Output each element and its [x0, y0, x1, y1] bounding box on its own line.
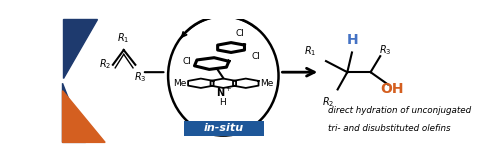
FancyBboxPatch shape [184, 121, 264, 136]
Text: R$_2$: R$_2$ [99, 57, 112, 71]
Text: OH: OH [380, 82, 404, 96]
Text: tri- and disubstituted olefins: tri- and disubstituted olefins [328, 124, 450, 133]
Text: R$_2$: R$_2$ [322, 96, 335, 109]
Ellipse shape [168, 16, 278, 136]
Text: direct hydration of unconjugated: direct hydration of unconjugated [328, 107, 471, 116]
Text: R$_3$: R$_3$ [134, 70, 147, 84]
Text: in-situ: in-situ [204, 124, 244, 133]
Text: $\mathregular{N}^+$: $\mathregular{N}^+$ [216, 86, 232, 99]
Text: R$_1$: R$_1$ [304, 44, 316, 57]
Polygon shape [62, 83, 86, 142]
Text: Me: Me [173, 79, 186, 88]
Text: Cl: Cl [236, 29, 245, 39]
Text: R$_1$: R$_1$ [118, 31, 130, 45]
Text: H: H [346, 32, 358, 47]
Polygon shape [62, 19, 98, 78]
Text: R$_3$: R$_3$ [379, 43, 392, 57]
Polygon shape [62, 91, 105, 142]
Text: Cl: Cl [182, 57, 191, 66]
Text: Me: Me [260, 79, 274, 88]
Text: Cl: Cl [252, 52, 260, 61]
Text: H: H [219, 98, 226, 107]
